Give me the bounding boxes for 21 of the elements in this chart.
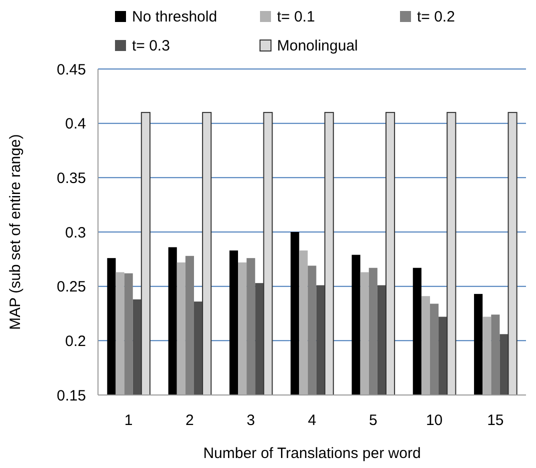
y-tick-label: 0.35 <box>56 170 86 187</box>
legend-label: t= 0.3 <box>132 37 170 54</box>
y-tick-label: 0.2 <box>65 332 86 350</box>
legend-label: No threshold <box>132 8 218 26</box>
y-axis-title: MAP (sub set of entire range) <box>7 134 24 330</box>
y-tick-label: 0.25 <box>56 278 86 296</box>
x-tick-label: 5 <box>368 412 378 429</box>
legend-label: t= 0.2 <box>417 8 455 26</box>
legend-label: Monolingual <box>277 37 358 54</box>
y-tick-label: 0.3 <box>65 224 86 242</box>
legend-label: t= 0.1 <box>277 8 315 26</box>
y-tick-label: 0.15 <box>56 387 86 404</box>
x-tick-label: 15 <box>487 412 504 429</box>
x-tick-label: 2 <box>186 412 194 429</box>
y-tick-label: 0.45 <box>56 61 86 78</box>
x-tick-label: 10 <box>426 412 443 429</box>
x-tick-label: 3 <box>246 412 256 429</box>
y-tick-label: 0.4 <box>65 116 86 133</box>
x-tick-label: 4 <box>308 412 316 429</box>
x-tick-label: 1 <box>124 412 133 429</box>
x-axis-title: Number of Translations per word <box>203 445 421 462</box>
